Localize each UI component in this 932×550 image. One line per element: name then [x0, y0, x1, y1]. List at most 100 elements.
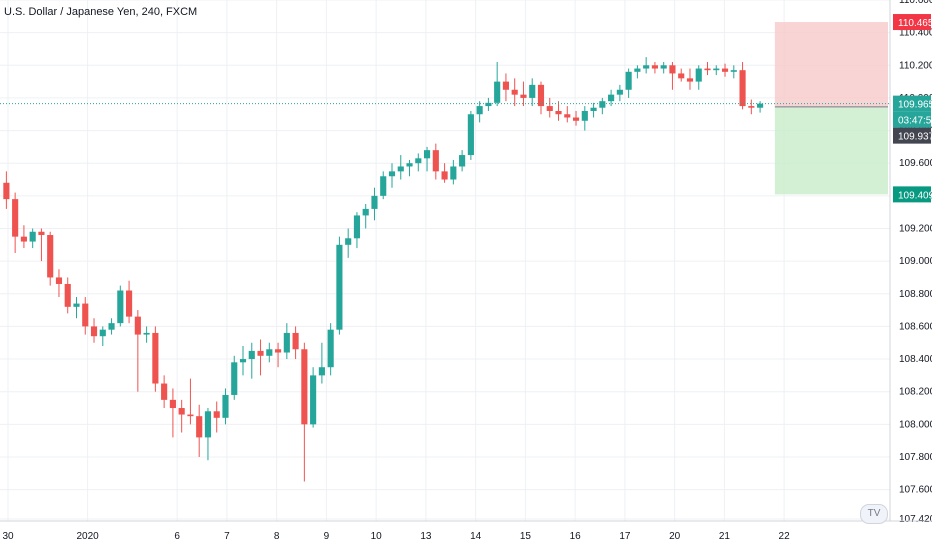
- candle-body: [564, 114, 571, 118]
- candle: [520, 81, 527, 107]
- candle-body: [651, 65, 658, 69]
- candle: [388, 163, 396, 188]
- candle-body: [257, 350, 264, 356]
- candle: [397, 155, 404, 180]
- candle: [625, 68, 632, 98]
- candle-body: [292, 332, 299, 350]
- candle-body: [494, 81, 501, 103]
- candle: [20, 225, 27, 249]
- candle-body: [82, 303, 89, 327]
- candle-body: [590, 107, 597, 111]
- candle-body: [757, 103, 764, 108]
- candle: [143, 326, 150, 343]
- candle-body: [64, 283, 71, 307]
- chart-title: U.S. Dollar / Japanese Yen, 240, FXCM: [4, 6, 198, 18]
- candle: [634, 65, 641, 79]
- y-tick-label: 107.420: [899, 514, 932, 525]
- x-tick-label: 16: [570, 531, 582, 542]
- candle-body: [502, 81, 509, 90]
- candle: [301, 342, 308, 482]
- candle: [415, 153, 422, 172]
- candle-body: [713, 68, 720, 71]
- candle: [608, 89, 615, 107]
- candle-body: [371, 195, 378, 209]
- candle: [441, 163, 448, 183]
- countdown-label-bg: [893, 111, 931, 128]
- candle: [476, 101, 483, 123]
- candle: [3, 171, 10, 209]
- candle-body: [248, 350, 255, 360]
- candle: [239, 346, 247, 376]
- candle: [721, 63, 729, 77]
- candle: [134, 310, 141, 392]
- candle-body: [380, 176, 387, 196]
- candle-body: [730, 70, 737, 72]
- x-tick-label: 6: [174, 531, 180, 542]
- candle: [161, 375, 168, 409]
- candle: [423, 146, 431, 172]
- candle: [126, 280, 133, 324]
- candle: [757, 101, 764, 113]
- candle: [336, 236, 343, 335]
- take-profit-zone: [774, 106, 888, 195]
- candle-body: [117, 290, 124, 324]
- candle-body: [397, 166, 404, 172]
- candle: [555, 101, 562, 121]
- candle: [187, 378, 194, 425]
- candle-body: [336, 244, 343, 330]
- y-tick-label: 110.400: [899, 28, 932, 39]
- candle-body: [362, 208, 369, 216]
- candle-body: [450, 166, 457, 180]
- bid-price-label-bg: [893, 127, 931, 144]
- candle-body: [283, 332, 290, 353]
- candle: [713, 65, 720, 76]
- y-tick-label: 108.400: [899, 354, 932, 365]
- candle-body: [686, 78, 694, 82]
- candle: [310, 367, 317, 428]
- candle-body: [327, 329, 334, 368]
- candle: [55, 269, 63, 298]
- candle: [450, 159, 457, 185]
- candle: [572, 110, 580, 126]
- x-tick-label: 22: [779, 531, 791, 542]
- x-tick-label: 13: [420, 531, 432, 542]
- candle-body: [222, 394, 229, 418]
- candle: [64, 277, 71, 314]
- candle: [353, 212, 361, 249]
- candle-body: [12, 199, 19, 237]
- candle: [38, 228, 45, 262]
- candle: [318, 342, 325, 384]
- candle-body: [441, 171, 448, 180]
- y-tick-label: 110.600: [899, 0, 932, 6]
- x-tick-label: 10: [371, 531, 383, 542]
- candle: [275, 342, 282, 368]
- candle: [47, 231, 54, 286]
- candle-body: [196, 416, 203, 438]
- candle: [380, 171, 387, 200]
- candle-body: [99, 329, 106, 337]
- tradingview-logo-icon[interactable]: TV: [860, 504, 888, 524]
- candle: [266, 342, 273, 363]
- candle: [467, 110, 474, 160]
- candle-body: [599, 101, 606, 108]
- candle: [695, 65, 702, 90]
- candle-body: [152, 332, 159, 384]
- x-tick-label: 2020: [76, 531, 99, 542]
- candle: [73, 297, 80, 319]
- candle-body: [143, 332, 150, 335]
- candle-body: [20, 236, 27, 242]
- candle: [292, 326, 299, 360]
- y-tick-label: 108.600: [899, 321, 932, 332]
- candle-body: [415, 158, 422, 164]
- candle: [704, 62, 711, 76]
- candle: [222, 388, 229, 425]
- candle-body: [38, 231, 45, 236]
- candle-body: [318, 367, 325, 376]
- candle: [537, 81, 545, 115]
- candle-body: [695, 68, 702, 82]
- candle: [169, 388, 176, 438]
- candle-body: [310, 375, 317, 425]
- candle: [345, 228, 352, 258]
- candle: [204, 408, 212, 461]
